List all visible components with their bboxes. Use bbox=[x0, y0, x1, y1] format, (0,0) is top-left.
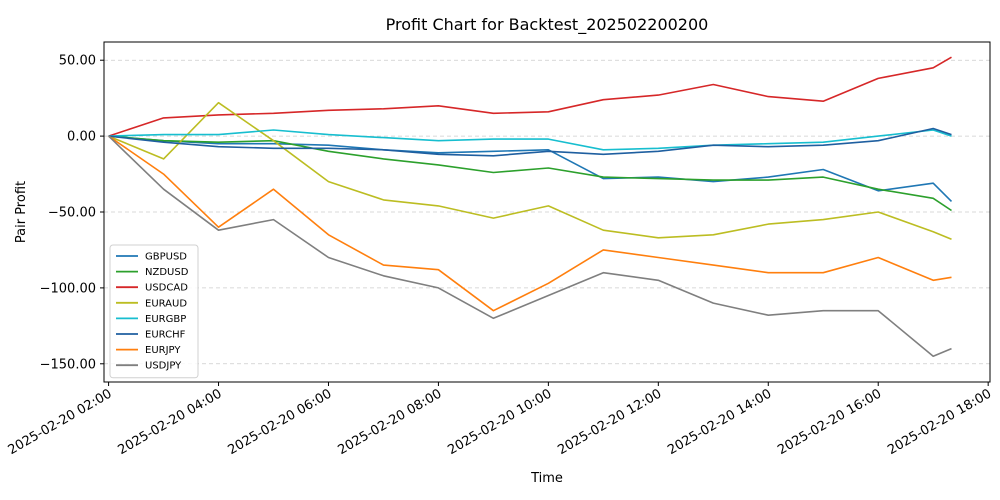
x-tick-label: 2025-02-20 04:00 bbox=[116, 386, 225, 458]
x-tick-label: 2025-02-20 16:00 bbox=[775, 386, 884, 458]
y-tick-label: −150.00 bbox=[40, 357, 96, 372]
x-tick-label: 2025-02-20 02:00 bbox=[6, 386, 115, 458]
x-tick-label: 2025-02-20 06:00 bbox=[226, 386, 335, 458]
grid-layer bbox=[104, 59, 990, 365]
x-tick-label: 2025-02-20 18:00 bbox=[885, 386, 994, 458]
y-tick-label: −100.00 bbox=[40, 281, 96, 296]
x-axis-title: Time bbox=[530, 471, 563, 486]
y-tick-label: 50.00 bbox=[59, 54, 96, 69]
legend-label: NZDUSD bbox=[145, 267, 189, 278]
x-tick-label: 2025-02-20 10:00 bbox=[445, 386, 554, 458]
legend-label: EURAUD bbox=[145, 298, 187, 309]
series-line-eurjpy bbox=[108, 135, 952, 312]
series-line-nzdusd bbox=[108, 135, 952, 212]
series-line-usdcad bbox=[108, 56, 952, 137]
series-layer bbox=[108, 56, 953, 358]
legend-box bbox=[109, 244, 199, 379]
x-tick-label: 2025-02-20 14:00 bbox=[665, 386, 774, 458]
y-tick-label: 0.00 bbox=[67, 130, 96, 145]
series-line-eurchf bbox=[108, 127, 952, 157]
legend-label: EURJPY bbox=[145, 345, 181, 356]
y-tick-label: −50.00 bbox=[48, 206, 96, 221]
legend-label: USDCAD bbox=[145, 283, 188, 294]
y-axis-title: Pair Profit bbox=[14, 181, 29, 243]
series-line-gbpusd bbox=[108, 135, 953, 202]
legend-label: EURGBP bbox=[145, 314, 186, 325]
series-line-euraud bbox=[108, 101, 952, 241]
x-tick-label: 2025-02-20 08:00 bbox=[335, 386, 444, 458]
legend: GBPUSD NZDUSD USDCAD EURAUD EURGBP EURCHF EURJ… bbox=[109, 244, 199, 379]
legend-label: EURCHF bbox=[145, 330, 186, 341]
legend-label: USDJPY bbox=[145, 361, 182, 372]
series-line-usdjpy bbox=[108, 135, 952, 358]
x-tick-label: 2025-02-20 12:00 bbox=[555, 386, 664, 458]
legend-label: GBPUSD bbox=[145, 252, 187, 263]
chart-title: Profit Chart for Backtest_202502200200 bbox=[386, 15, 709, 35]
series-line-eurgbp bbox=[108, 129, 952, 151]
